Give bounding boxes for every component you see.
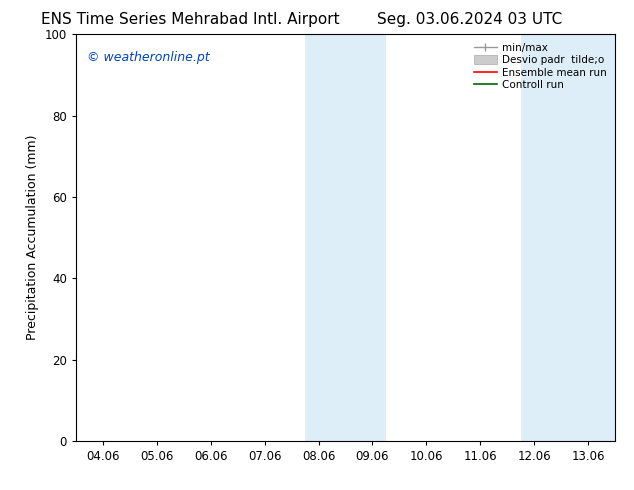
Bar (305, 34, 386, 441)
Text: ENS Time Series Mehrabad Intl. Airport: ENS Time Series Mehrabad Intl. Airport (41, 12, 340, 27)
Text: © weatheronline.pt: © weatheronline.pt (87, 50, 209, 64)
Bar (521, 34, 615, 441)
Y-axis label: Precipitation Accumulation (mm): Precipitation Accumulation (mm) (26, 135, 39, 341)
Legend: min/max, Desvio padr  tilde;o, Ensemble mean run, Controll run: min/max, Desvio padr tilde;o, Ensemble m… (470, 40, 610, 94)
Text: Seg. 03.06.2024 03 UTC: Seg. 03.06.2024 03 UTC (377, 12, 562, 27)
